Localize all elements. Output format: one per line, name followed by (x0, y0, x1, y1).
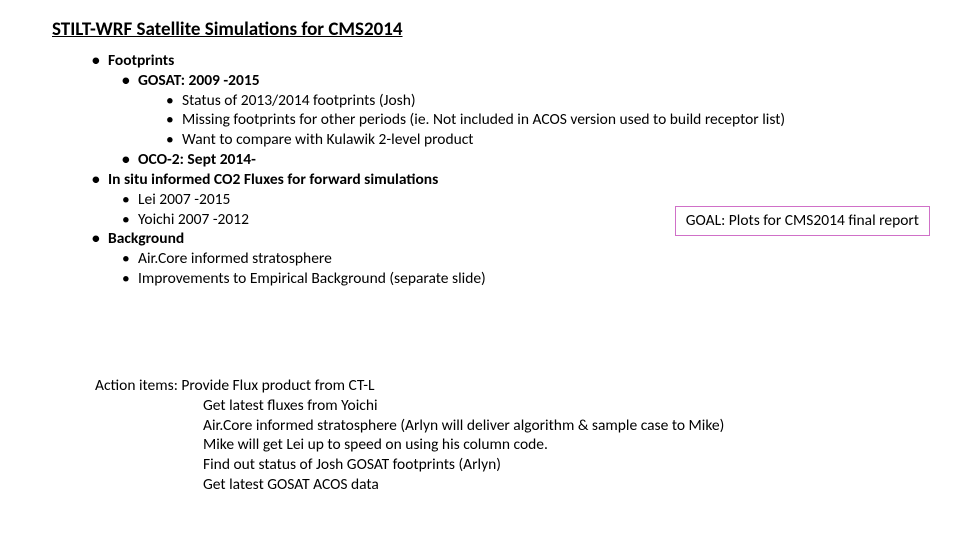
action-items-block: Action items: Provide Flux product from … (95, 376, 724, 495)
action-item: Mike will get Lei up to speed on using h… (95, 435, 724, 455)
bullet-gosat-missing: Missing footprints for other periods (ie… (160, 110, 920, 130)
action-item: Get latest fluxes from Yoichi (95, 396, 724, 416)
goal-callout-box: GOAL: Plots for CMS2014 final report (675, 206, 930, 236)
bullet-gosat-status: Status of 2013/2014 footprints (Josh) (160, 91, 920, 111)
slide-title: STILT-WRF Satellite Simulations for CMS2… (52, 18, 920, 41)
slide-container: STILT-WRF Satellite Simulations for CMS2… (0, 0, 960, 540)
bullet-footprints: Footprints (86, 51, 920, 71)
bullet-insitu: In situ informed CO2 Fluxes for forward … (86, 170, 920, 190)
bullet-improvements: Improvements to Empirical Background (se… (116, 269, 920, 289)
action-item: Air.Core informed stratosphere (Arlyn wi… (95, 416, 724, 436)
action-item: Find out status of Josh GOSAT footprints… (95, 455, 724, 475)
action-items-label: Action items: (95, 376, 181, 395)
bullet-oco2: OCO-2: Sept 2014- (116, 150, 920, 170)
bullet-gosat-kulawik: Want to compare with Kulawik 2-level pro… (160, 130, 920, 150)
action-item: Get latest GOSAT ACOS data (95, 475, 724, 495)
bullet-content: Footprints GOSAT: 2009 -2015 Status of 2… (52, 51, 920, 289)
bullet-aircore: Air.Core informed stratosphere (116, 249, 920, 269)
bullet-gosat: GOSAT: 2009 -2015 (116, 71, 920, 91)
action-item: Provide Flux product from CT-L (181, 376, 374, 395)
